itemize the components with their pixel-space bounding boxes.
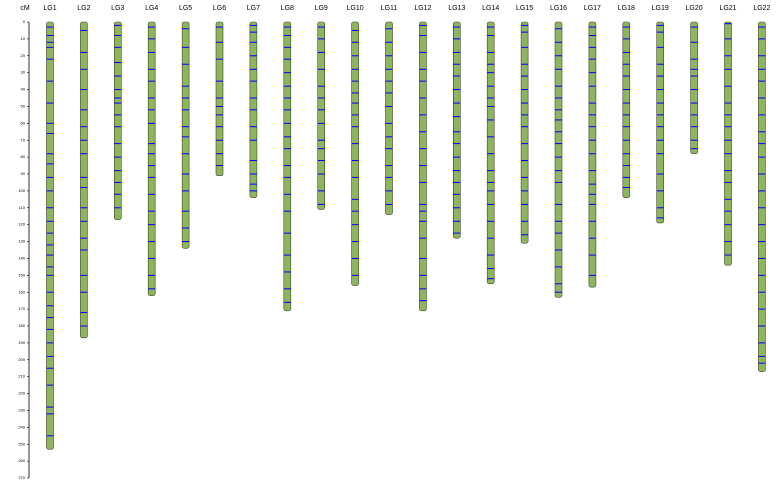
chromosome-bar	[690, 21, 698, 155]
chromosome-bar	[317, 21, 326, 210]
chromosome-bar	[724, 21, 732, 266]
chromosome-bar	[554, 21, 563, 298]
chromosome-bar	[181, 21, 190, 249]
group-label: LG14	[482, 5, 499, 12]
chromosome-bar	[385, 21, 393, 215]
chromosome-bar	[452, 21, 461, 239]
y-tick-label: 50	[21, 104, 26, 109]
group-label: LG8	[281, 5, 294, 12]
group-label: LG3	[111, 5, 124, 12]
y-tick-label: 40	[21, 87, 26, 92]
y-tick-label: 160	[18, 289, 25, 294]
chromosome-bar	[147, 21, 156, 296]
y-tick-label: 70	[21, 137, 26, 142]
y-tick-label: 150	[18, 272, 25, 277]
chromosome-bar	[622, 21, 631, 198]
chromosome-bar	[419, 21, 427, 312]
y-tick-label: 100	[18, 188, 25, 193]
group-label: LG17	[584, 5, 601, 12]
y-tick-label: 190	[18, 340, 25, 345]
group-label: LG5	[179, 5, 192, 12]
group-label: LG22	[753, 5, 770, 12]
y-tick-label: 90	[21, 171, 26, 176]
y-tick-label: 120	[18, 222, 25, 227]
y-tick-label: 180	[18, 323, 25, 328]
chromosome-bar	[758, 21, 766, 372]
group-label: LG20	[686, 5, 703, 12]
y-tick-label: 250	[18, 441, 25, 446]
group-label: LG1	[43, 5, 56, 12]
group-label: LG13	[448, 5, 465, 12]
y-tick-label: 220	[18, 391, 25, 396]
chromosome-bar	[215, 21, 224, 176]
group-label: LG19	[652, 5, 669, 12]
group-label: LG9	[315, 5, 328, 12]
y-tick-label: 10	[21, 36, 26, 41]
group-label: LG15	[516, 5, 533, 12]
group-label: LG2	[77, 5, 90, 12]
chromosome-bar	[351, 21, 359, 286]
y-tick-label: 210	[18, 374, 25, 379]
chromosome-bar	[520, 21, 529, 244]
group-label: LG7	[247, 5, 260, 12]
group-label: LG16	[550, 5, 567, 12]
y-tick-label: 270	[18, 475, 25, 480]
group-label: LG21	[719, 5, 736, 12]
group-label: LG12	[414, 5, 431, 12]
group-label: LG10	[347, 5, 364, 12]
chromosome-bar	[588, 21, 597, 288]
y-tick-label: 240	[18, 424, 25, 429]
y-tick-label: 80	[21, 154, 26, 159]
group-label: LG11	[381, 5, 398, 12]
y-tick-label: 230	[18, 408, 25, 413]
chromosome-bar	[114, 21, 122, 220]
y-tick-label: 140	[18, 256, 25, 261]
y-tick-label: 30	[21, 70, 26, 75]
group-label: LG18	[618, 5, 635, 12]
y-tick-label: 0	[23, 19, 26, 24]
group-label: LG6	[213, 5, 226, 12]
y-tick-label: 260	[18, 458, 25, 463]
chromosome-bar	[80, 21, 88, 339]
group-label: LG4	[145, 5, 158, 12]
chromosome-bar	[283, 21, 292, 312]
axis-label: cM	[20, 5, 30, 12]
chromosome-bar	[486, 21, 495, 285]
y-tick-label: 110	[19, 205, 26, 210]
chromosome-bar	[656, 21, 665, 224]
y-tick-label: 130	[18, 239, 25, 244]
y-tick-label: 60	[21, 120, 26, 125]
y-tick-label: 20	[21, 53, 26, 58]
y-tick-label: 170	[18, 306, 25, 311]
y-tick-label: 200	[18, 357, 25, 362]
